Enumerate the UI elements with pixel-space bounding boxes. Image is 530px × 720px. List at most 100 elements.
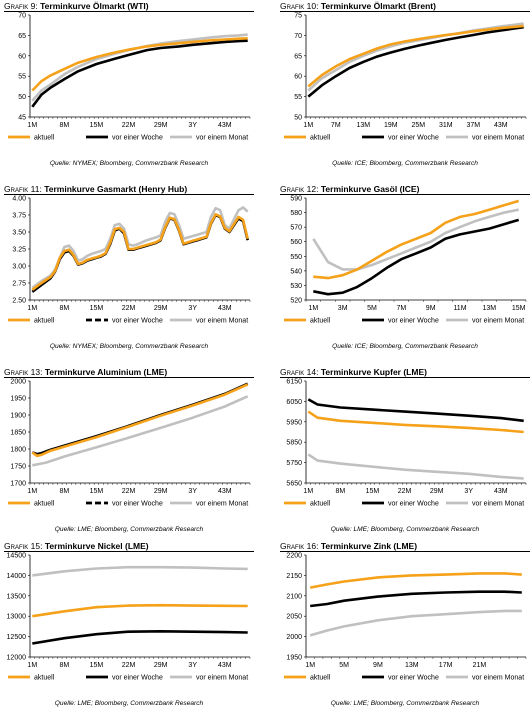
series-line-aktuell bbox=[32, 603, 248, 618]
legend-label-woche: vor einer Woche bbox=[112, 675, 163, 682]
x-tick-label: 8M bbox=[60, 122, 70, 129]
x-tick-label: 21M bbox=[473, 662, 487, 669]
chart-title: Grafik 14: Terminkurve Kupfer (LME) bbox=[280, 367, 427, 377]
chart-panel-grafik-12: Grafik 12: Terminkurve Gasöl (ICE) 520 53… bbox=[280, 183, 530, 363]
y-tick-label: 1800 bbox=[10, 447, 26, 454]
chart-source: Quelle: LME; Bloomberg, Commerzbank Rese… bbox=[330, 700, 480, 707]
chart-panel-grafik-10: Grafik 10: Terminkurve Ölmarkt (Brent) 5… bbox=[280, 0, 530, 180]
x-tick-label: 7M bbox=[396, 305, 406, 312]
x-tick-label: 22M bbox=[122, 122, 136, 129]
legend-label-woche: vor einer Woche bbox=[388, 318, 439, 325]
chart-title: Grafik 12: Terminkurve Gasöl (ICE) bbox=[280, 184, 420, 194]
chart-source: Quelle: ICE; Bloomberg, Commerzbank Rese… bbox=[332, 160, 478, 167]
series-line-monat bbox=[307, 453, 524, 480]
x-tick-label: 29M bbox=[154, 305, 168, 312]
y-tick-label: 3.00 bbox=[12, 264, 26, 271]
y-tick-label: 2.50 bbox=[12, 298, 26, 305]
y-tick-label: 5950 bbox=[286, 419, 302, 426]
x-tick-label: 8M bbox=[60, 305, 70, 312]
x-tick-label: 1M bbox=[27, 662, 37, 669]
x-tick-label: 19M bbox=[384, 122, 398, 129]
y-tick-label: 2000 bbox=[10, 379, 26, 386]
y-tick-label: 2000 bbox=[286, 634, 302, 641]
x-tick-label: 9M bbox=[373, 662, 383, 669]
legend-label-woche: vor einer Woche bbox=[112, 135, 163, 142]
series-line-aktuell bbox=[31, 37, 248, 92]
series-line-aktuell bbox=[307, 24, 524, 88]
y-tick-label: 580 bbox=[290, 210, 302, 217]
y-tick-label: 3.25 bbox=[12, 247, 26, 254]
y-tick-label: 5750 bbox=[286, 460, 302, 467]
y-tick-label: 60 bbox=[294, 74, 302, 81]
y-tick-label: 45 bbox=[18, 115, 26, 122]
y-tick-label: 1750 bbox=[10, 464, 26, 471]
title-rule bbox=[280, 194, 530, 195]
chart-source: Quelle: LME; Bloomberg, Commerzbank Rese… bbox=[54, 700, 204, 707]
x-tick-label: 1M bbox=[303, 488, 313, 495]
y-tick-label: 12000 bbox=[7, 655, 27, 662]
y-tick-label: 2100 bbox=[286, 593, 302, 600]
legend-label-aktuell: aktuell bbox=[310, 501, 331, 508]
y-tick-label: 70 bbox=[18, 13, 26, 20]
x-tick-label: 37M bbox=[466, 122, 480, 129]
y-tick-label: 1950 bbox=[10, 396, 26, 403]
legend-label-aktuell: aktuell bbox=[310, 135, 331, 142]
chart-panel-grafik-14: Grafik 14: Terminkurve Kupfer (LME) 5650… bbox=[280, 366, 530, 546]
y-tick-label: 6050 bbox=[286, 399, 302, 406]
x-tick-label: 3Y bbox=[188, 488, 197, 495]
chart-source: Quelle: NYMEX; Bloomberg, Commerzbank Re… bbox=[49, 160, 209, 167]
chart-source: Quelle: ICE; Bloomberg, Commerzbank Rese… bbox=[332, 343, 478, 350]
x-tick-label: 29M bbox=[430, 488, 444, 495]
line-chart: 520 530 540 550 560 570 580 590 1M 3M 5M 7M 9M 11M 13M… bbox=[284, 196, 527, 325]
x-tick-label: 43M bbox=[218, 488, 232, 495]
y-tick-label: 530 bbox=[290, 283, 302, 290]
x-tick-label: 15M bbox=[90, 122, 104, 129]
y-tick-label: 13500 bbox=[7, 593, 27, 600]
x-tick-label: 11M bbox=[453, 305, 466, 312]
x-tick-label: 15M bbox=[90, 488, 104, 495]
legend-label-monat: vor einem Monat bbox=[196, 501, 248, 508]
chart-title: Grafik 9: Terminkurve Ölmarkt (WTI) bbox=[4, 1, 149, 11]
x-tick-label: 3Y bbox=[188, 122, 197, 129]
x-tick-label: 22M bbox=[122, 488, 136, 495]
legend-label-monat: vor einem Monat bbox=[472, 675, 524, 682]
y-tick-label: 1700 bbox=[10, 481, 26, 488]
chart-panel-grafik-11: Grafik 11: Terminkurve Gasmarkt (Henry H… bbox=[4, 183, 254, 363]
y-tick-label: 2200 bbox=[286, 553, 302, 560]
x-tick-label: 43M bbox=[218, 122, 232, 129]
x-tick-label: 29M bbox=[154, 122, 168, 129]
y-tick-label: 1900 bbox=[10, 413, 26, 420]
x-tick-label: 15M bbox=[512, 305, 526, 312]
x-tick-label: 13M bbox=[483, 305, 497, 312]
x-tick-label: 1M bbox=[305, 662, 315, 669]
y-tick-label: 570 bbox=[290, 225, 302, 232]
x-tick-label: 13M bbox=[356, 122, 370, 129]
title-rule bbox=[280, 377, 530, 378]
x-tick-label: 29M bbox=[154, 488, 168, 495]
series-line-aktuell bbox=[31, 213, 249, 291]
series-line-woche bbox=[31, 213, 249, 293]
x-tick-label: 8M bbox=[60, 488, 70, 495]
y-tick-label: 65 bbox=[294, 53, 302, 60]
title-rule bbox=[4, 11, 254, 12]
y-tick-label: 3.50 bbox=[12, 230, 26, 237]
x-tick-label: 15M bbox=[90, 662, 104, 669]
legend-label-aktuell: aktuell bbox=[34, 675, 55, 682]
y-tick-label: 55 bbox=[18, 74, 26, 81]
legend-label-monat: vor einem Monat bbox=[472, 501, 524, 508]
legend-label-monat: vor einem Monat bbox=[472, 135, 524, 142]
series-line-aktuell bbox=[31, 383, 249, 458]
title-rule bbox=[4, 377, 254, 378]
y-tick-label: 14500 bbox=[7, 553, 27, 560]
line-chart: 5650 5750 5850 5950 6050 6150 1M 8M 15M 22M 29M 3Y 4… bbox=[284, 379, 527, 508]
chart-panel-grafik-16: Grafik 16: Terminkurve Zink (LME) 1950 20… bbox=[280, 540, 530, 720]
line-chart: 1950 2000 2050 2100 2150 2200 1M 5M 9M 13M 17M 21M a… bbox=[284, 553, 527, 682]
x-tick-label: 8M bbox=[336, 488, 346, 495]
x-tick-label: 5M bbox=[339, 662, 349, 669]
series-line-woche bbox=[310, 590, 522, 608]
x-tick-label: 3M bbox=[338, 305, 348, 312]
y-tick-label: 50 bbox=[294, 115, 302, 122]
series-line-monat bbox=[312, 208, 519, 271]
legend-label-aktuell: aktuell bbox=[310, 675, 331, 682]
series-line-aktuell bbox=[307, 410, 524, 434]
